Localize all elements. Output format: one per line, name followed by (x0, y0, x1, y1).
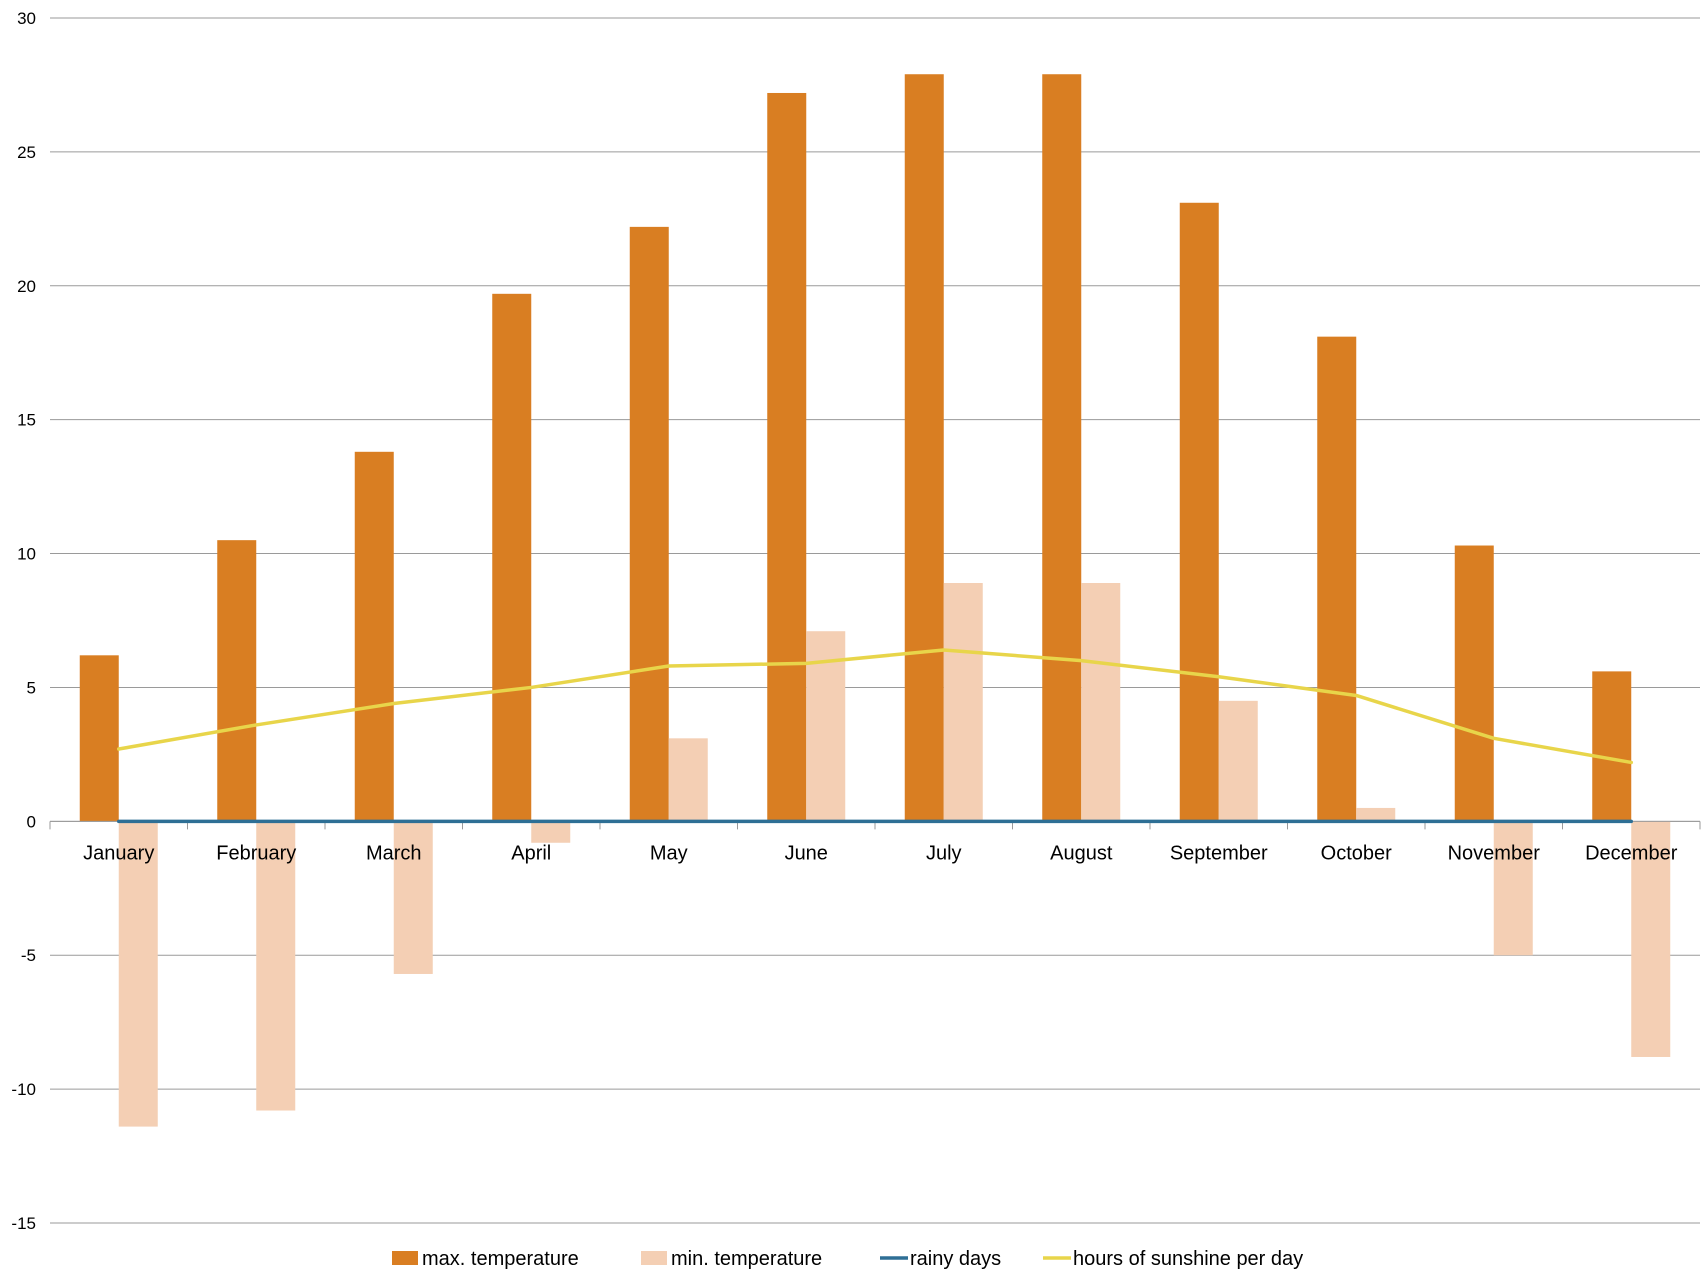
y-tick-label: 15 (17, 411, 36, 430)
legend-label: min. temperature (671, 1248, 822, 1270)
x-tick-label: August (1050, 842, 1113, 864)
y-tick-label: 10 (17, 545, 36, 564)
bars (79, 74, 1671, 1127)
bar-min-january (118, 821, 158, 1127)
y-axis-ticks: 30 25 20 15 10 5 0 -5 -10 -15 (11, 9, 36, 1233)
x-tick-label: January (83, 842, 154, 864)
y-tick-label: 30 (17, 9, 36, 28)
y-tick-label: -15 (11, 1214, 36, 1233)
legend-swatch (392, 1251, 418, 1265)
bar-min-august (1081, 583, 1121, 822)
x-tick-label: September (1170, 842, 1268, 864)
series-lines (117, 648, 1633, 824)
y-tick-label: 25 (17, 143, 36, 162)
x-tick-label: February (216, 842, 296, 864)
legend-label: rainy days (910, 1248, 1001, 1270)
y-tick-label: -5 (21, 946, 36, 965)
x-tick-label: October (1321, 842, 1392, 864)
y-tick-label: 20 (17, 277, 36, 296)
bar-max-february (217, 540, 257, 822)
bar-max-december (1592, 671, 1632, 822)
bar-min-february (256, 821, 296, 1111)
y-tick-label: -10 (11, 1080, 36, 1099)
bar-max-november (1454, 545, 1494, 822)
bar-max-june (767, 92, 807, 822)
bar-max-january (79, 655, 119, 822)
x-tick-label: November (1448, 842, 1541, 864)
bar-max-july (904, 74, 944, 822)
y-tick-label: 0 (27, 812, 36, 831)
bar-min-november (1493, 821, 1533, 956)
x-axis-ticks: January February March April May June July Augu… (83, 842, 1678, 864)
bar-max-october (1317, 336, 1357, 822)
bar-min-april (531, 821, 571, 843)
x-tick-label: May (650, 842, 688, 864)
bar-min-october (1356, 807, 1396, 822)
x-tick-label: March (366, 842, 422, 864)
bar-min-march (393, 821, 433, 974)
x-tick-label: December (1585, 842, 1678, 864)
legend: max. temperature min. temperature rainy da… (392, 1248, 1303, 1270)
bar-min-july (943, 583, 983, 822)
bar-max-march (354, 451, 394, 822)
x-tick-label: April (511, 842, 551, 864)
bar-max-april (492, 293, 532, 822)
y-tick-label: 5 (27, 678, 36, 697)
bar-min-december (1631, 821, 1671, 1057)
bar-max-may (629, 226, 669, 822)
legend-label: hours of sunshine per day (1073, 1248, 1303, 1270)
x-tick-label: June (785, 842, 828, 864)
line-hours-of-sunshine-per-day (117, 648, 1633, 765)
bar-min-may (668, 738, 708, 822)
bar-max-september (1179, 202, 1219, 822)
bar-max-august (1042, 74, 1082, 822)
bar-min-september (1218, 700, 1258, 822)
legend-swatch (641, 1251, 667, 1265)
x-tick-label: July (926, 842, 962, 864)
gridlines (49, 17, 1701, 1224)
legend-label: max. temperature (422, 1248, 579, 1270)
